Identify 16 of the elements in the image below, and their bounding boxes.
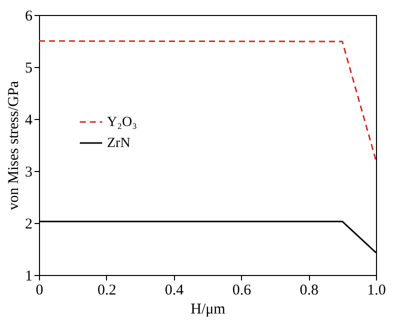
y-tick-label: 4 xyxy=(25,112,33,128)
x-tick-label: 0.8 xyxy=(300,282,318,298)
legend-label: ZrN xyxy=(107,136,130,151)
y-tick-label: 6 xyxy=(25,8,33,24)
legend-label: Y₂O₃ xyxy=(107,115,138,130)
x-tick-label: 1.0 xyxy=(367,282,386,298)
x-tick-label: 0 xyxy=(36,282,44,298)
x-tick-label: 0.6 xyxy=(232,282,252,298)
x-axis-title: H/μm xyxy=(190,302,226,318)
y-tick-label: 3 xyxy=(25,164,32,180)
y-axis-title: von Mises stress/GPa xyxy=(6,80,22,210)
y-tick-label: 5 xyxy=(25,60,32,76)
y-tick-label: 2 xyxy=(25,216,32,232)
x-tick-label: 0.2 xyxy=(98,282,116,298)
y-tick-label: 1 xyxy=(25,268,32,284)
x-tick-label: 0.4 xyxy=(164,282,184,298)
